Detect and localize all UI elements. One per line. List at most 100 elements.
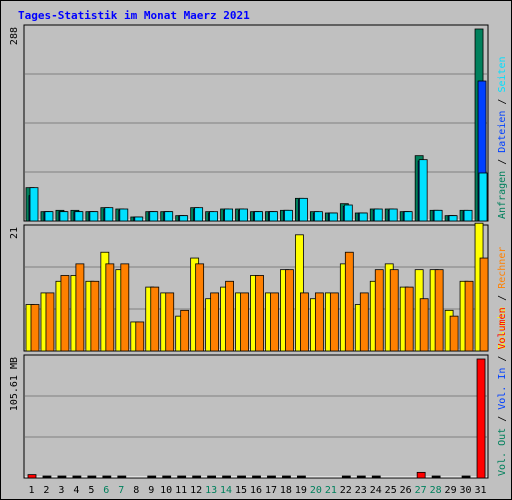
bar-rechner-day-8 xyxy=(135,321,145,352)
bar-seiten-day-30 xyxy=(463,209,473,222)
bar-rechner-day-3 xyxy=(60,275,70,352)
x-tick-day-18: 18 xyxy=(280,485,292,496)
bar-seiten-day-29 xyxy=(448,215,458,222)
legend-item-volumen: Volumen xyxy=(497,307,508,349)
bar-seiten-day-8 xyxy=(134,216,144,222)
legend-item-seiten: Seiten xyxy=(497,56,508,92)
legend-separator: / xyxy=(497,410,508,428)
legend-item-vol-in: Vol. In xyxy=(497,368,508,410)
bar-volumen-day-27 xyxy=(416,471,426,479)
x-tick-day-10: 10 xyxy=(160,485,172,496)
bar-seiten-day-22 xyxy=(343,204,353,222)
bar-seiten-day-12 xyxy=(194,207,204,222)
bar-rechner-day-26 xyxy=(404,286,414,352)
legend-separator: / xyxy=(497,153,508,171)
bar-volumen-day-6 xyxy=(102,475,112,479)
x-tick-day-19: 19 xyxy=(295,485,307,496)
chart-title: Tages-Statistik im Monat Maerz 2021 xyxy=(18,9,250,22)
hits-ymax-label: 288 xyxy=(9,27,20,45)
bar-seiten-day-10 xyxy=(164,211,174,222)
bar-rechner-day-16 xyxy=(255,275,264,352)
bar-rechner-day-27 xyxy=(419,298,429,352)
bar-seiten-day-17 xyxy=(269,211,278,222)
bar-volumen-day-4 xyxy=(72,475,82,479)
legend-item-anfragen: Anfragen xyxy=(497,171,508,219)
bar-seiten-day-28 xyxy=(433,209,443,222)
x-tick-day-2: 2 xyxy=(43,485,49,496)
bar-rechner-day-25 xyxy=(389,269,399,352)
x-tick-day-7: 7 xyxy=(118,485,124,496)
bar-seiten-day-1 xyxy=(29,187,39,222)
legend-item-rechner: Rechner xyxy=(497,247,508,289)
bar-rechner-day-28 xyxy=(434,269,444,352)
x-tick-day-22: 22 xyxy=(340,485,352,496)
hits-legend: Anfragen / Dateien / Seiten xyxy=(497,56,508,219)
bar-volumen-day-28 xyxy=(431,475,441,479)
bar-seiten-day-18 xyxy=(284,209,293,222)
legend-item-vol-out: Vol. Out xyxy=(497,428,508,476)
bar-seiten-day-16 xyxy=(254,211,263,222)
legend-separator: / xyxy=(497,93,508,111)
bar-rechner-day-2 xyxy=(45,292,55,352)
bar-volumen-day-5 xyxy=(87,475,97,479)
bar-rechner-day-31 xyxy=(479,257,489,352)
bar-rechner-day-18 xyxy=(285,269,294,352)
bar-volumen-day-12 xyxy=(192,475,202,479)
bar-rechner-day-30 xyxy=(464,280,474,352)
bar-rechner-day-13 xyxy=(210,292,220,352)
x-tick-day-9: 9 xyxy=(148,485,154,496)
bar-seiten-day-9 xyxy=(149,211,159,222)
bar-seiten-day-25 xyxy=(388,208,398,222)
x-tick-day-17: 17 xyxy=(265,485,277,496)
bar-seiten-day-5 xyxy=(89,211,99,222)
x-tick-day-15: 15 xyxy=(235,485,247,496)
bar-rechner-day-17 xyxy=(270,292,279,352)
bar-rechner-day-24 xyxy=(374,269,384,352)
x-tick-day-6: 6 xyxy=(103,485,109,496)
visits-legend: Besuche / Rechner xyxy=(497,247,508,349)
bar-rechner-day-1 xyxy=(30,304,40,352)
x-tick-day-12: 12 xyxy=(190,485,202,496)
bar-volumen-day-17 xyxy=(267,475,276,479)
bar-volumen-day-15 xyxy=(237,475,246,479)
bar-rechner-day-20 xyxy=(314,292,324,352)
bar-volumen-day-13 xyxy=(207,475,217,479)
x-tick-day-30: 30 xyxy=(460,485,472,496)
bar-volumen-day-30 xyxy=(461,475,471,479)
bar-rechner-day-5 xyxy=(90,280,100,352)
hits-panel: 288 xyxy=(9,24,489,222)
x-tick-day-24: 24 xyxy=(370,485,382,496)
bar-rechner-day-21 xyxy=(329,292,339,352)
x-tick-day-28: 28 xyxy=(430,485,442,496)
x-tick-day-16: 16 xyxy=(250,485,262,496)
bar-seiten-day-13 xyxy=(209,211,219,222)
bar-seiten-day-6 xyxy=(104,207,114,222)
bar-seiten-day-20 xyxy=(313,211,323,222)
x-tick-day-5: 5 xyxy=(88,485,94,496)
bar-volumen-day-31 xyxy=(476,358,486,479)
x-tick-day-26: 26 xyxy=(400,485,412,496)
bar-rechner-day-29 xyxy=(449,315,459,352)
bar-volumen-day-7 xyxy=(117,475,127,479)
x-tick-day-3: 3 xyxy=(58,485,64,496)
bar-seiten-day-7 xyxy=(119,208,129,222)
x-tick-day-23: 23 xyxy=(355,485,367,496)
bar-volumen-day-1 xyxy=(27,474,37,479)
bar-volumen-day-14 xyxy=(222,475,231,479)
bar-rechner-day-6 xyxy=(105,263,115,352)
bar-volumen-day-10 xyxy=(162,475,172,479)
bar-rechner-day-11 xyxy=(180,309,190,352)
x-tick-day-21: 21 xyxy=(325,485,337,496)
bar-rechner-day-19 xyxy=(300,292,309,352)
x-tick-day-29: 29 xyxy=(445,485,457,496)
x-tick-day-11: 11 xyxy=(175,485,187,496)
bar-rechner-day-23 xyxy=(359,292,369,352)
x-tick-day-14: 14 xyxy=(220,485,232,496)
legend-item-dateien: Dateien xyxy=(497,111,508,153)
x-tick-day-25: 25 xyxy=(385,485,397,496)
bar-seiten-day-24 xyxy=(373,208,383,222)
bar-seiten-day-27 xyxy=(418,159,428,222)
legend-separator: / xyxy=(497,350,508,368)
x-tick-day-20: 20 xyxy=(310,485,322,496)
